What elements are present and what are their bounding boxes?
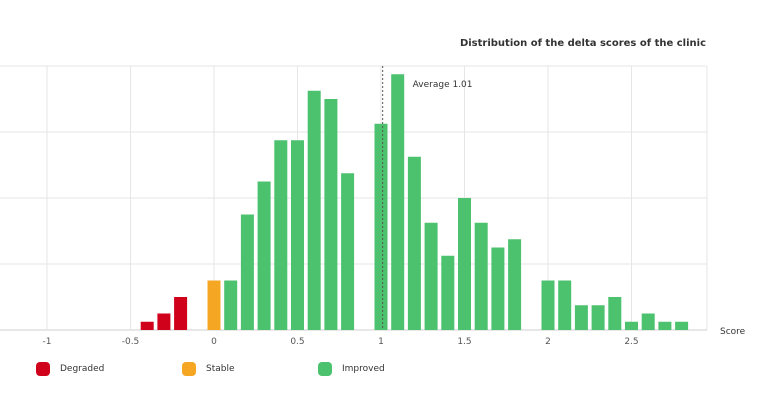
bar-improved[interactable] bbox=[608, 297, 622, 330]
x-tick-label: 2 bbox=[545, 337, 551, 347]
bar-improved[interactable] bbox=[341, 173, 355, 330]
bar-improved[interactable] bbox=[641, 313, 655, 331]
bar-improved[interactable] bbox=[424, 222, 438, 330]
average-annotation: Average 1.01 bbox=[382, 66, 473, 330]
bar-improved[interactable] bbox=[441, 255, 455, 330]
legend: Degraded Stable Improved bbox=[36, 362, 438, 376]
bar-improved[interactable] bbox=[558, 280, 572, 331]
bar-improved[interactable] bbox=[574, 305, 588, 330]
bar-stable[interactable] bbox=[207, 280, 221, 331]
legend-item-stable[interactable]: Stable bbox=[182, 362, 318, 376]
bar-improved[interactable] bbox=[458, 198, 471, 330]
bar-degraded[interactable] bbox=[174, 297, 188, 330]
x-axis: -1 -0.5 0 0.5 1 1.5 2 2.5 Score bbox=[43, 327, 746, 347]
bar-improved[interactable] bbox=[240, 214, 254, 331]
bar-improved[interactable] bbox=[307, 90, 321, 330]
x-tick-label: 1.5 bbox=[457, 337, 471, 347]
bar-improved[interactable] bbox=[291, 140, 304, 330]
bar-improved[interactable] bbox=[491, 247, 505, 331]
x-tick-label: 2.5 bbox=[624, 337, 638, 347]
legend-swatch-stable bbox=[182, 362, 196, 376]
bar-improved[interactable] bbox=[324, 99, 338, 330]
legend-label-stable: Stable bbox=[206, 364, 235, 374]
x-tick-label: 0 bbox=[211, 337, 217, 347]
bars bbox=[140, 74, 689, 331]
legend-item-degraded[interactable]: Degraded bbox=[36, 362, 182, 376]
bar-improved[interactable] bbox=[658, 321, 672, 330]
legend-item-improved[interactable]: Improved bbox=[318, 362, 438, 376]
bar-degraded[interactable] bbox=[157, 313, 171, 331]
x-axis-label: Score bbox=[720, 327, 746, 337]
legend-swatch-degraded bbox=[36, 362, 50, 376]
legend-label-improved: Improved bbox=[342, 364, 385, 374]
bar-improved[interactable] bbox=[257, 181, 271, 331]
bar-improved[interactable] bbox=[591, 305, 605, 330]
bar-improved[interactable] bbox=[407, 156, 421, 330]
bar-improved[interactable] bbox=[675, 321, 689, 330]
legend-swatch-improved bbox=[318, 362, 332, 376]
bar-degraded[interactable] bbox=[140, 321, 154, 330]
bar-improved[interactable] bbox=[474, 222, 488, 330]
x-tick-label: 1 bbox=[378, 337, 384, 347]
bar-improved[interactable] bbox=[508, 239, 522, 330]
average-label: Average 1.01 bbox=[413, 80, 473, 90]
bar-improved[interactable] bbox=[541, 280, 555, 331]
chart-title: Distribution of the delta scores of the … bbox=[459, 38, 706, 49]
legend-label-degraded: Degraded bbox=[60, 364, 105, 374]
bar-improved[interactable] bbox=[391, 74, 405, 330]
bar-improved[interactable] bbox=[274, 140, 288, 330]
x-tick-label: -0.5 bbox=[122, 337, 140, 347]
bar-improved[interactable] bbox=[625, 321, 638, 330]
bar-improved[interactable] bbox=[224, 280, 238, 331]
x-tick-label: -1 bbox=[43, 337, 52, 347]
bar-improved[interactable] bbox=[374, 123, 388, 330]
x-tick-label: 0.5 bbox=[290, 337, 304, 347]
